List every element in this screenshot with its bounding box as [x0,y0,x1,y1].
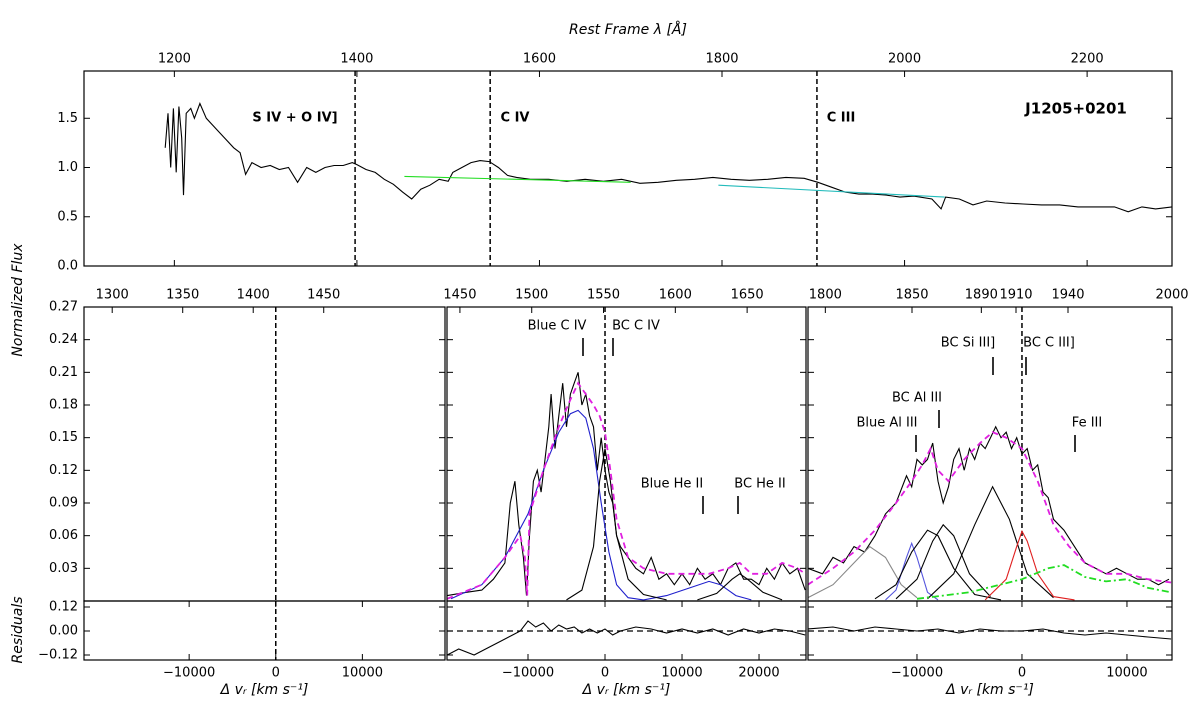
annotation: Blue He II [641,477,703,492]
x2-tick-label: 1800 [809,288,842,303]
y-tick-label: 0.15 [49,430,78,445]
axes-frame [807,306,1173,602]
annotation: BC C IV [612,319,660,334]
y-tick-label: 0.27 [49,300,78,315]
y-tick-label: 0.09 [49,496,78,511]
x2-tick-label: 1350 [166,288,199,303]
x2-tick-label: 1910 [999,288,1032,303]
x2-tick-label: 1450 [443,288,476,303]
annotation: J1205+0201 [1024,100,1127,118]
x2-tick-label: 1500 [515,288,548,303]
x-axis-label: Δ vᵣ [km s⁻¹] [220,682,309,698]
x-tick-label: 1800 [705,52,738,67]
y-axis-label: Normalized Flux [10,243,26,357]
spectrum-line [697,573,783,601]
x2-tick-label: 1300 [96,288,129,303]
y-tick-label: 0.24 [49,332,78,347]
x2-tick-label: 1550 [587,288,620,303]
x-tick-label: 10000 [342,666,383,681]
y-tick-label: −0.12 [38,648,78,663]
annotation: BC Si III] [941,336,995,351]
spectrum-line [885,541,939,601]
x2-tick-label: 1650 [731,288,764,303]
x-tick-label: 0 [1018,666,1026,681]
x2-tick-label: 1600 [659,288,692,303]
spectrum-line [447,620,806,656]
annotation: Fe III [1072,416,1102,431]
x-axis-label: Δ vᵣ [km s⁻¹] [582,682,671,698]
spectrum-line [164,102,1172,213]
spectrum-line [404,175,631,183]
x-axis-label: Δ vᵣ [km s⁻¹] [945,682,1034,698]
x-tick-label: 1400 [340,52,373,67]
x2-tick-label: 1850 [895,288,928,303]
x-tick-label: 0 [601,666,609,681]
x-tick-label: 1200 [158,52,191,67]
y-axis-label: Residuals [10,596,26,663]
x-tick-label: 2000 [888,52,921,67]
x-tick-label: 10000 [661,666,702,681]
x2-tick-label: 1940 [1051,288,1084,303]
annotation: C IV [501,111,530,126]
spectrum-line [808,545,918,599]
spectrum-line [808,431,1172,586]
spectrum-line [808,626,1172,640]
x-tick-label: −10000 [891,666,943,681]
spectrum-line [874,529,1002,601]
x2-tick-label: 1890 [965,288,998,303]
x-tick-label: 0 [272,666,280,681]
annotation: S IV + O IV] [252,111,337,126]
x-axis-label: Rest Frame λ [Å] [569,21,687,38]
x-tick-label: −10000 [502,666,554,681]
axes-frame [807,600,1173,661]
y-tick-label: 0.0 [57,259,78,274]
x2-tick-label: 1450 [307,288,340,303]
axes-frame [83,306,446,602]
spectrum-line [643,580,752,601]
y-tick-label: 0.12 [49,463,78,478]
annotation: C III [827,111,856,126]
y-tick-label: 0.5 [57,209,78,224]
x-tick-label: 10000 [1106,666,1147,681]
y-tick-label: 1.5 [57,111,78,126]
annotation: BC Al III [892,391,942,406]
spectrum-line [566,448,667,601]
annotation: Blue C IV [528,319,587,334]
axes-frame [446,600,807,661]
y-tick-label: 0.03 [49,561,78,576]
x-tick-label: 20000 [738,666,779,681]
annotation: Blue Al III [856,416,917,431]
x2-tick-label: 2000 [1155,288,1188,303]
spectrum-line [927,485,1054,600]
y-tick-label: 0.06 [49,528,78,543]
spectrum-line [984,529,1075,601]
y-tick-label: 0.18 [49,398,78,413]
spectrum-line [808,425,1170,586]
annotation: BC C III] [1023,336,1075,351]
axes-frame [446,306,807,602]
y-tick-label: 0.00 [49,624,78,639]
y-tick-label: 0.12 [49,600,78,615]
x2-tick-label: 1400 [237,288,270,303]
axes-frame [83,70,1173,267]
spectrum-line [718,184,945,198]
spectrum-line [450,409,644,601]
y-tick-label: 0.21 [49,365,78,380]
x-tick-label: 1600 [523,52,556,67]
axes-frame [83,600,446,661]
spectrum-line [895,523,991,600]
x-tick-label: −10000 [163,666,215,681]
annotation: BC He II [734,477,785,492]
spectrum-line [916,564,1172,600]
y-tick-label: 1.0 [57,160,78,175]
x-tick-label: 2200 [1071,52,1104,67]
